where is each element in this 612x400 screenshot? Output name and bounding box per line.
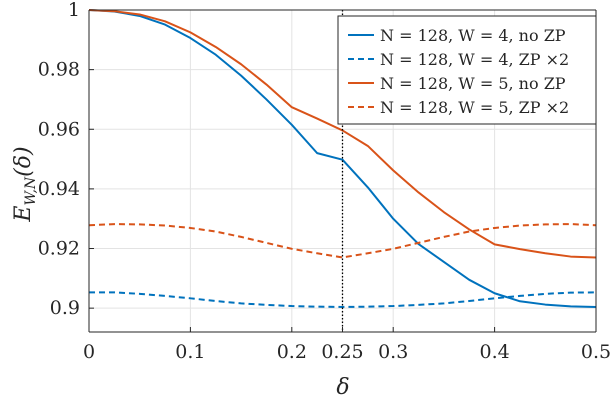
series-line-1 — [88, 9, 597, 308]
x-tick-label: 0.1 — [175, 341, 205, 363]
series-line-2 — [89, 291, 597, 308]
x-axis-title: δ — [336, 375, 349, 400]
y-axis-title-subscript: W,N — [23, 176, 39, 205]
legend-label-1: N = 128, W = 4, no ZP — [380, 26, 566, 45]
x-tick-label: 0 — [83, 341, 95, 363]
legend-box — [337, 15, 597, 125]
x-tick-label: 0.5 — [581, 341, 611, 363]
legend-label-4: N = 128, W = 5, ZP ×2 — [380, 98, 569, 117]
series-line-4 — [88, 223, 597, 259]
y-tick-label: 0.98 — [38, 59, 80, 81]
y-tick-label: 0.94 — [38, 178, 80, 200]
legend-label-3: N = 128, W = 5, no ZP — [380, 74, 566, 93]
y-tick-label: 0.96 — [38, 118, 80, 140]
y-tick-label: 0.9 — [50, 297, 80, 319]
x-tick-label: 0.25 — [321, 341, 363, 363]
x-tick-label: 0.2 — [277, 341, 307, 363]
tick-labels: 0 0.1 0.2 0.25 0.3 0.4 0.5 0.9 0.92 0.94 0.96 0.98 1 — [38, 0, 611, 363]
y-axis-title: EW,N(δ) — [11, 146, 39, 222]
y-axis-title-main: E — [11, 206, 36, 223]
y-axis-title-argument: (δ) — [11, 146, 36, 176]
y-tick-label: 1 — [68, 0, 80, 21]
legend-label-2: N = 128, W = 4, ZP ×2 — [380, 50, 569, 69]
axes — [88, 9, 597, 333]
x-tick-label: 0.4 — [479, 341, 509, 363]
y-tick-label: 0.92 — [38, 238, 80, 260]
x-tick-label: 0.3 — [378, 341, 408, 363]
legend: N = 128, W = 4, no ZP N = 128, W = 4, ZP … — [337, 15, 597, 125]
